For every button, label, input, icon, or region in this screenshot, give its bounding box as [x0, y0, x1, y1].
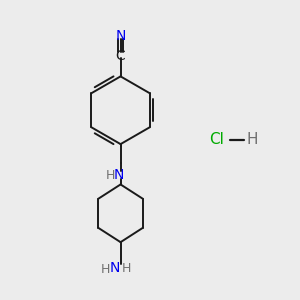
- Text: N: N: [110, 261, 120, 275]
- Text: Cl: Cl: [209, 132, 224, 147]
- Text: N: N: [116, 29, 126, 43]
- Text: H: H: [101, 263, 110, 276]
- Text: H: H: [122, 262, 131, 275]
- Text: N: N: [114, 168, 124, 182]
- Text: H: H: [106, 169, 116, 182]
- Text: H: H: [247, 132, 258, 147]
- Text: C: C: [116, 49, 125, 63]
